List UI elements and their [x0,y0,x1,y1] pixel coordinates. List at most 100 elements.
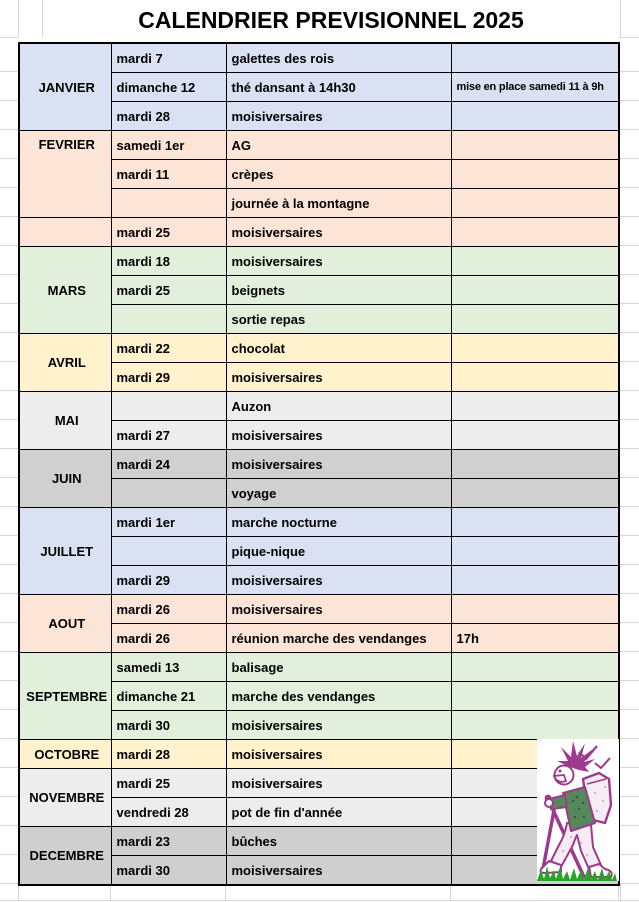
date-cell[interactable] [110,304,227,334]
date-cell[interactable]: mardi 26 [110,623,227,653]
date-cell[interactable]: mardi 29 [110,565,227,595]
event-cell[interactable]: moisiversaires [225,246,452,276]
note-cell[interactable] [450,159,620,189]
date-cell[interactable] [110,536,227,566]
event-cell[interactable]: moisiversaires [225,362,452,392]
note-cell[interactable]: mise en place samedi 11 à 9h [450,72,620,102]
date-cell[interactable] [110,478,227,508]
note-cell[interactable] [450,217,620,247]
month-cell[interactable]: NOVEMBRE [18,768,112,827]
event-cell[interactable]: moisiversaires [225,710,452,740]
event-cell[interactable]: crèpes [225,159,452,189]
event-cell[interactable]: balisage [225,652,452,682]
note-cell[interactable] [450,565,620,595]
note-cell[interactable] [450,507,620,537]
event-cell[interactable]: marche des vendanges [225,681,452,711]
event-cell[interactable]: AG [225,130,452,160]
month-cell-empty[interactable] [18,217,112,247]
month-cell[interactable]: MAI [18,391,112,450]
note-cell[interactable] [450,420,620,450]
event-cell[interactable]: moisiversaires [225,101,452,131]
month-cell[interactable]: AOUT [18,594,112,653]
event-cell[interactable]: réunion marche des vendanges [225,623,452,653]
date-cell[interactable]: vendredi 28 [110,797,227,827]
month-cell[interactable]: JUILLET [18,507,112,595]
note-cell[interactable] [450,362,620,392]
date-cell[interactable]: mardi 22 [110,333,227,363]
date-cell[interactable]: mardi 25 [110,768,227,798]
event-cell[interactable]: moisiversaires [225,739,452,769]
note-cell[interactable]: 17h [450,623,620,653]
date-cell[interactable]: mardi 23 [110,826,227,856]
event-cell[interactable]: moisiversaires [225,768,452,798]
event-cell[interactable]: marche nocturne [225,507,452,537]
date-cell[interactable]: mardi 25 [110,217,227,247]
date-cell[interactable]: mardi 1er [110,507,227,537]
event-cell[interactable]: thé dansant à 14h30 [225,72,452,102]
note-cell[interactable] [450,594,620,624]
month-cell[interactable]: SEPTEMBRE [18,652,112,740]
month-cell[interactable]: MARS [18,246,112,334]
event-cell[interactable]: Auzon [225,391,452,421]
date-cell[interactable]: dimanche 12 [110,72,227,102]
event-cell[interactable]: moisiversaires [225,449,452,479]
date-cell[interactable]: samedi 1er [110,130,227,160]
month-cell[interactable]: OCTOBRE [18,739,112,769]
date-cell[interactable]: mardi 28 [110,739,227,769]
note-cell[interactable] [450,478,620,508]
note-cell[interactable] [450,188,620,218]
note-cell[interactable] [450,391,620,421]
date-cell[interactable]: mardi 26 [110,594,227,624]
page-title[interactable]: CALENDRIER PREVISIONNEL 2025 [138,7,524,33]
date-cell[interactable]: mardi 27 [110,420,227,450]
note-cell[interactable] [450,652,620,682]
month-cell[interactable]: AVRIL [18,333,112,392]
note-cell[interactable] [450,42,620,73]
note-cell[interactable] [450,449,620,479]
date-cell[interactable]: mardi 30 [110,855,227,886]
date-cell[interactable]: mardi 7 [110,42,227,73]
note-cell[interactable] [450,101,620,131]
note-cell[interactable] [450,536,620,566]
note-cell[interactable] [450,333,620,363]
event-cell[interactable]: beignets [225,275,452,305]
date-cell[interactable]: mardi 18 [110,246,227,276]
event-cell[interactable]: voyage [225,478,452,508]
table-row: sortie repas [19,304,620,334]
note-cell[interactable] [450,130,620,160]
date-cell[interactable]: dimanche 21 [110,681,227,711]
date-cell[interactable]: mardi 29 [110,362,227,392]
month-cell[interactable]: DECEMBRE [18,826,112,886]
event-cell[interactable]: pot de fin d'année [225,797,452,827]
table-row: SEPTEMBRE samedi 13 balisage [18,652,620,740]
date-cell[interactable] [110,188,227,218]
event-cell[interactable]: pique-nique [225,536,452,566]
event-cell[interactable]: galettes des rois [225,42,452,73]
event-cell[interactable]: chocolat [225,333,452,363]
date-cell[interactable]: mardi 28 [110,101,227,131]
date-cell[interactable]: mardi 30 [110,710,227,740]
event-cell[interactable]: sortie repas [225,304,452,334]
month-cell[interactable]: JANVIER [18,42,112,131]
event-cell[interactable]: journée à la montagne [225,188,452,218]
note-cell[interactable] [450,275,620,305]
event-cell[interactable]: moisiversaires [225,217,452,247]
event-cell[interactable]: moisiversaires [225,420,452,450]
event-cell[interactable]: moisiversaires [225,594,452,624]
date-cell[interactable] [110,391,227,421]
gridline [0,506,18,507]
date-cell[interactable]: mardi 25 [110,275,227,305]
event-cell[interactable]: bûches [225,826,452,856]
note-cell[interactable] [450,710,620,740]
event-cell[interactable]: moisiversaires [225,565,452,595]
month-cell[interactable]: JUIN [18,449,112,508]
note-cell[interactable] [450,304,620,334]
note-cell[interactable] [450,681,620,711]
date-cell[interactable]: mardi 24 [110,449,227,479]
date-cell[interactable]: samedi 13 [110,652,227,682]
month-cell[interactable]: FEVRIER [18,130,112,218]
date-cell[interactable]: mardi 11 [110,159,227,189]
event-cell[interactable]: moisiversaires [225,855,452,886]
gridline [18,884,19,900]
note-cell[interactable] [450,246,620,276]
